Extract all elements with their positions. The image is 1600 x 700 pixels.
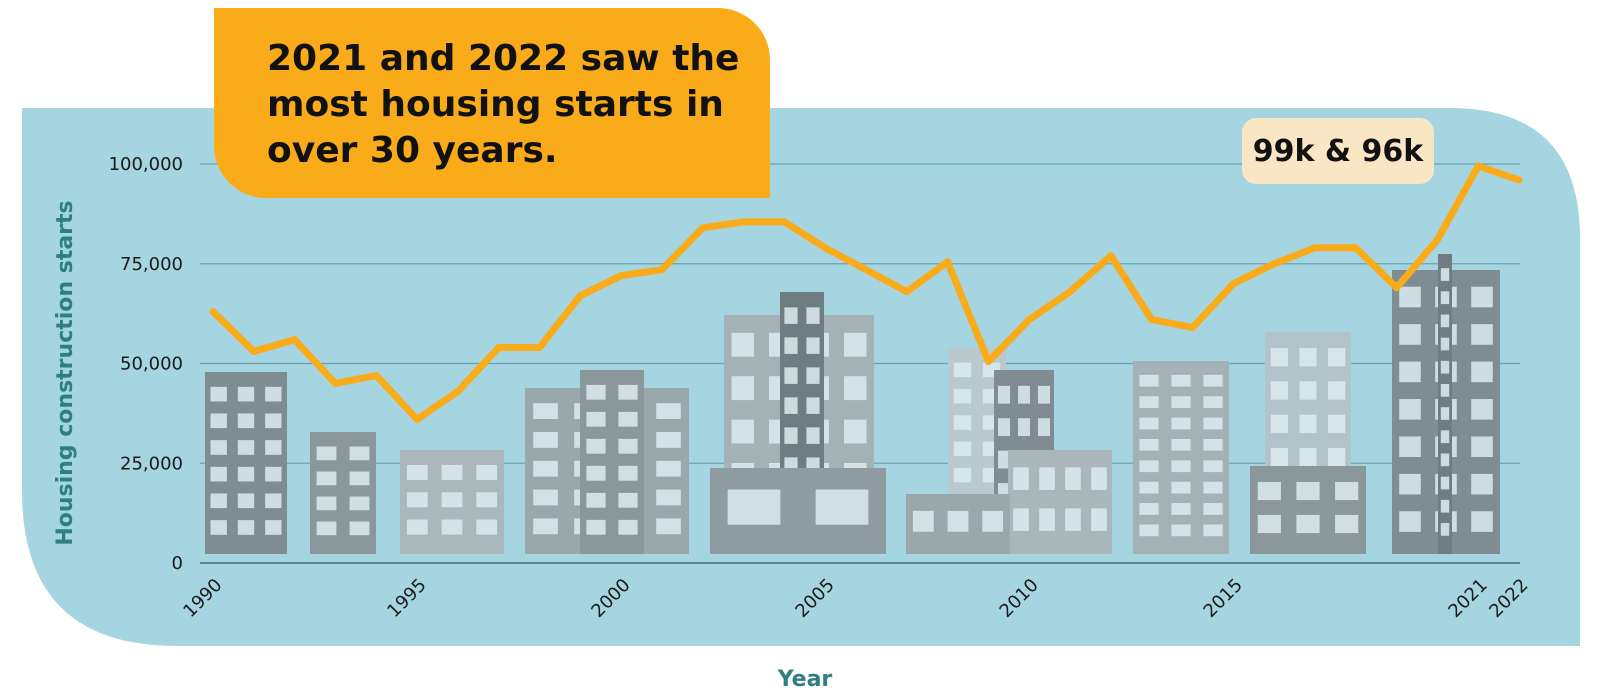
data-point (1066, 288, 1074, 296)
data-point (862, 266, 870, 274)
peak-values-label: 99k & 96k (1252, 133, 1424, 169)
data-point (1393, 284, 1401, 292)
data-point (1025, 316, 1033, 324)
data-point (1229, 280, 1237, 288)
data-point (454, 387, 462, 395)
building-illustration (1250, 466, 1366, 554)
data-point (1515, 176, 1523, 184)
data-point (944, 258, 952, 266)
data-point (821, 244, 829, 252)
data-point (1107, 252, 1115, 260)
data-point (413, 415, 421, 423)
data-point (372, 371, 380, 379)
data-point (250, 348, 258, 356)
building-illustration (906, 494, 1010, 554)
y-tick-label: 0 (172, 553, 183, 574)
y-tick-label: 100,000 (109, 154, 183, 175)
building-illustrations (205, 254, 1500, 554)
y-tick-label: 25,000 (120, 453, 183, 474)
x-axis-title: Year (777, 667, 833, 692)
building-illustration (580, 370, 644, 554)
building-illustration (205, 372, 287, 554)
data-point (1474, 162, 1482, 170)
data-point (617, 272, 625, 280)
data-point (331, 379, 339, 387)
data-point (1352, 244, 1360, 252)
data-point (740, 218, 748, 226)
data-point (291, 336, 299, 344)
data-points (209, 162, 1523, 423)
building-illustration (310, 432, 376, 554)
data-point (1311, 244, 1319, 252)
y-tick-label: 50,000 (120, 354, 183, 375)
data-point (1189, 324, 1196, 332)
data-point (209, 308, 217, 316)
data-point (495, 344, 503, 352)
building-illustration (1008, 450, 1112, 554)
building-illustration (400, 450, 504, 554)
headline-callout: 2021 and 2022 saw the most housing start… (214, 8, 770, 198)
building-illustration (710, 468, 886, 554)
data-point (576, 292, 584, 300)
data-point (780, 218, 788, 226)
data-point (1433, 236, 1441, 244)
data-point (699, 224, 707, 232)
data-point (903, 288, 911, 296)
y-tick-label: 75,000 (120, 254, 183, 275)
building-illustration (1133, 361, 1229, 554)
y-axis-ticks: 0 25,000 50,000 75,000 100,000 (109, 154, 183, 574)
data-point (984, 358, 992, 366)
y-axis-title: Housing construction starts (53, 200, 78, 545)
data-point (1148, 316, 1156, 324)
data-point (536, 344, 543, 352)
data-point (658, 266, 666, 274)
peak-values-badge: 99k & 96k (1242, 118, 1434, 184)
building-illustration (1438, 254, 1452, 554)
data-point (1270, 260, 1278, 268)
headline-text: 2021 and 2022 saw the most housing start… (267, 38, 740, 171)
